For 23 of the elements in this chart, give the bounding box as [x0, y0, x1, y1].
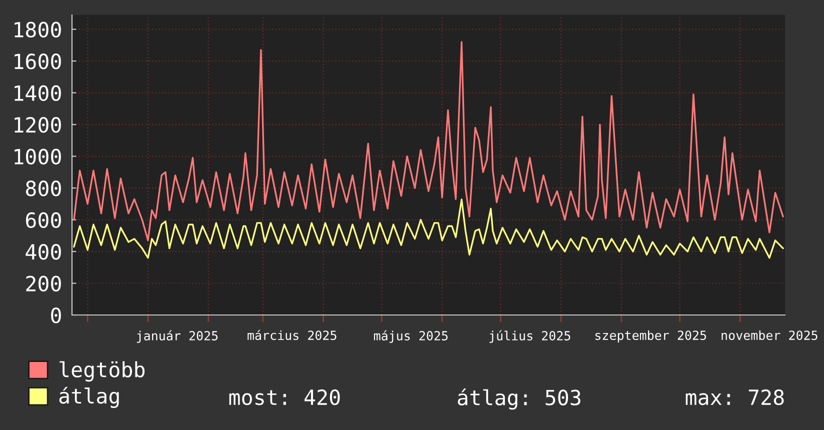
y-tick-label: 1800: [14, 22, 61, 38]
y-tick-label: 400: [26, 244, 61, 260]
y-tick-label: 800: [26, 180, 61, 196]
text: most: 420: [229, 389, 340, 406]
y-tick-label: 1200: [14, 117, 61, 133]
y-tick-label: 0: [51, 308, 61, 324]
x-tick-label: március 2025: [248, 330, 336, 340]
text: átlag: 503: [458, 388, 580, 410]
y-tick-label: 200: [26, 276, 61, 292]
line-series: [73, 41, 784, 242]
y-tick-label: 1400: [14, 85, 61, 102]
legend-label: legtöbb: [60, 361, 145, 382]
x-tick-label: május 2025: [374, 330, 448, 343]
x-tick-label: július 2025: [490, 330, 570, 343]
y-tick-label: 600: [26, 212, 61, 228]
line-series: [73, 198, 784, 259]
text: max: 728: [686, 389, 784, 406]
legend-label: átlag: [59, 386, 119, 408]
x-tick-label: január 2025: [136, 330, 218, 343]
y-tick-label: 1600: [14, 54, 61, 70]
y-tick-label: 1000: [14, 148, 61, 165]
x-tick-label: november 2025: [722, 330, 818, 340]
x-tick-label: szeptember 2025: [595, 330, 706, 342]
